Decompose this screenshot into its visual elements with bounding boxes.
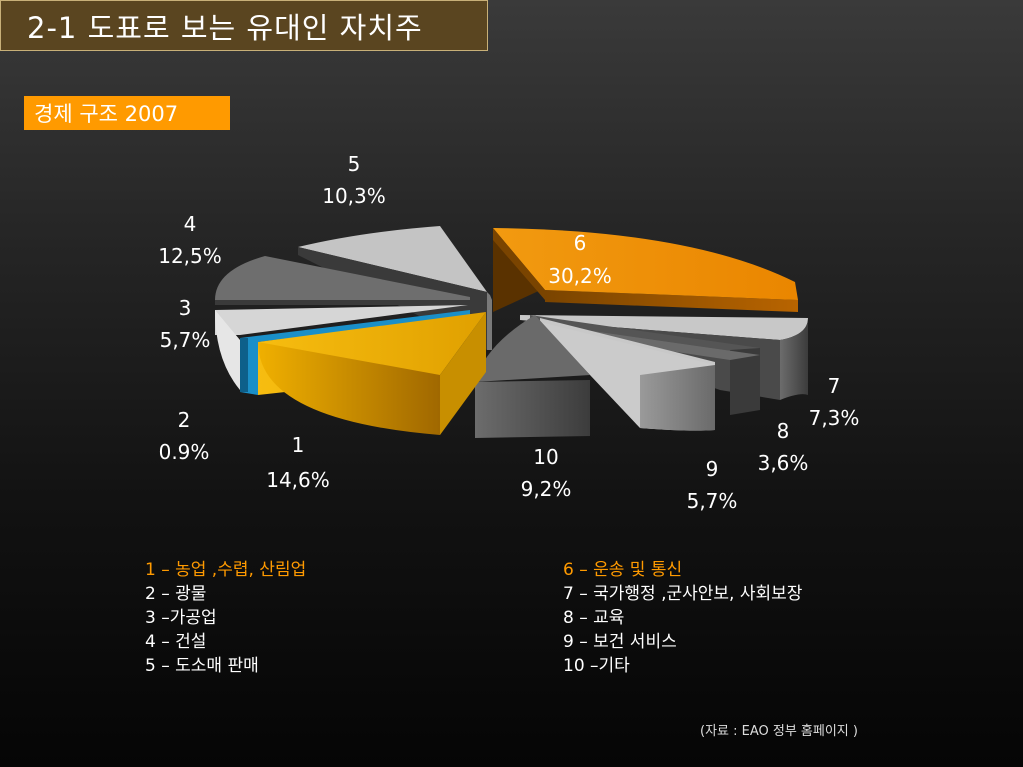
label-6-cat: 6 <box>574 231 587 255</box>
legend-item-2: 2 – 광물 <box>145 584 207 604</box>
legend-item-3: 3 –가공업 <box>145 608 217 628</box>
label-10-pct: 9,2% <box>521 477 572 501</box>
label-5-cat: 5 <box>348 152 361 176</box>
label-9-cat: 9 <box>706 457 719 481</box>
legend-item-5: 5 – 도소매 판매 <box>145 656 259 676</box>
slice-1 <box>258 312 486 435</box>
title-bar: 2-1 도표로 보는 유대인 자치주 <box>0 0 488 51</box>
legend-item-7: 7 – 국가행정 ,군사안보, 사회보장 <box>563 584 803 604</box>
label-1-cat: 1 <box>292 433 305 457</box>
legend-item-4: 4 – 건설 <box>145 632 207 652</box>
label-9-pct: 5,7% <box>687 489 738 513</box>
label-5-pct: 10,3% <box>322 184 386 208</box>
legend-item-1: 1 – 농업 ,수렵, 산림업 <box>145 560 307 580</box>
label-10-cat: 10 <box>533 445 558 469</box>
slice-4 <box>215 256 470 305</box>
label-3-pct: 5,7% <box>160 328 211 352</box>
label-6-pct: 30,2% <box>548 264 612 288</box>
label-7-cat: 7 <box>828 374 841 398</box>
label-1-pct: 14,6% <box>266 468 330 492</box>
legend-right: 6 – 운송 및 통신 7 – 국가행정 ,군사안보, 사회보장 8 – 교육 … <box>563 558 802 678</box>
label-3-cat: 3 <box>179 296 192 320</box>
label-8-cat: 8 <box>777 419 790 443</box>
label-2-pct: 0.9% <box>159 440 210 464</box>
page-title: 2-1 도표로 보는 유대인 자치주 <box>27 10 423 45</box>
source-note: (자료 : EAO 정부 홈페이지 ) <box>700 724 858 739</box>
legend-item-10: 10 –기타 <box>563 656 630 676</box>
label-4-pct: 12,5% <box>158 244 222 268</box>
slice-10 <box>475 315 590 438</box>
label-7-pct: 7,3% <box>809 406 860 430</box>
chart-subtitle-box: 경제 구조 2007 <box>24 96 230 130</box>
label-8-pct: 3,6% <box>758 451 809 475</box>
label-4-cat: 4 <box>184 212 197 236</box>
label-2-cat: 2 <box>178 408 191 432</box>
slice-6 <box>493 228 798 312</box>
chart-subtitle: 경제 구조 2007 <box>34 102 179 126</box>
slice-9 <box>540 318 715 431</box>
legend-item-6: 6 – 운송 및 통신 <box>563 560 683 580</box>
slice-3 <box>215 305 468 390</box>
slice-2 <box>240 310 470 395</box>
legend-item-9: 9 – 보건 서비스 <box>563 632 677 652</box>
legend-item-8: 8 – 교육 <box>563 608 625 628</box>
legend-left: 1 – 농업 ,수렵, 산림업 2 – 광물 3 –가공업 4 – 건설 5 –… <box>145 558 306 678</box>
chart-labels: 5 10,3% 4 12,5% 3 5,7% 2 0.9% 1 14,6% 6 … <box>158 152 859 513</box>
